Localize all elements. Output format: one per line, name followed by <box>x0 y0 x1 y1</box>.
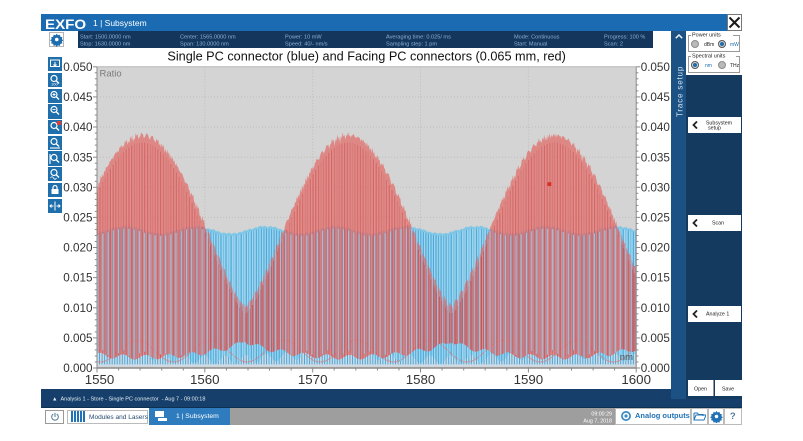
svg-text:0.000: 0.000 <box>63 362 93 375</box>
svg-text:0.010: 0.010 <box>63 302 93 315</box>
svg-text:0.005: 0.005 <box>641 332 671 345</box>
svg-text:0.025: 0.025 <box>641 212 671 225</box>
svg-text:0.005: 0.005 <box>63 332 93 345</box>
svg-text:1550: 1550 <box>85 372 115 387</box>
svg-text:0.030: 0.030 <box>641 181 671 194</box>
svg-text:1600: 1600 <box>621 372 651 387</box>
svg-text:0.020: 0.020 <box>641 242 671 255</box>
svg-text:0.030: 0.030 <box>63 181 93 194</box>
svg-text:0.040: 0.040 <box>63 121 93 134</box>
svg-text:0.040: 0.040 <box>641 121 671 134</box>
svg-text:0.025: 0.025 <box>63 212 93 225</box>
svg-text:0.035: 0.035 <box>63 151 93 164</box>
svg-text:100: 100 <box>51 82 58 87</box>
svg-text:0.045: 0.045 <box>641 91 671 104</box>
svg-text:1570: 1570 <box>298 372 328 387</box>
svg-text:Single PC connector (blue) and: Single PC connector (blue) and Facing PC… <box>167 49 565 63</box>
svg-text:Ratio: Ratio <box>100 69 122 80</box>
svg-text:0.035: 0.035 <box>641 151 671 164</box>
svg-text:0.020: 0.020 <box>63 242 93 255</box>
svg-text:0.015: 0.015 <box>63 272 93 285</box>
svg-text:0.000: 0.000 <box>641 362 671 375</box>
svg-text:nm: nm <box>620 352 633 363</box>
svg-text:0.050: 0.050 <box>641 61 671 74</box>
svg-text:0.045: 0.045 <box>63 91 93 104</box>
svg-text:0.050: 0.050 <box>63 61 93 74</box>
svg-text:1580: 1580 <box>406 372 436 387</box>
svg-text:1590: 1590 <box>514 372 544 387</box>
svg-text:1560: 1560 <box>190 372 220 387</box>
svg-text:0.010: 0.010 <box>641 302 671 315</box>
svg-text:0.015: 0.015 <box>641 272 671 285</box>
